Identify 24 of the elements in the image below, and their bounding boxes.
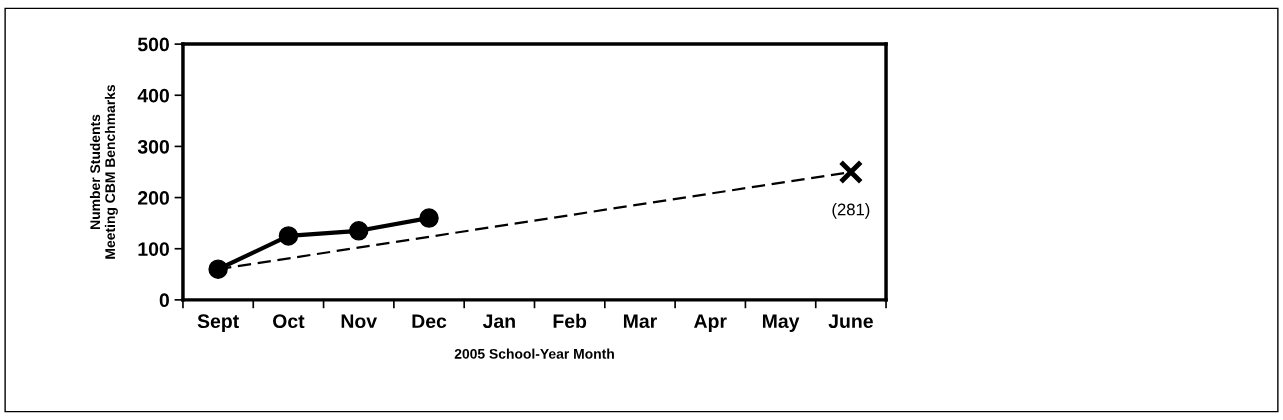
point — [838, 159, 864, 185]
x-tick-label: Mar — [623, 314, 657, 329]
point — [419, 208, 439, 228]
annotation: (281) — [832, 203, 870, 219]
point — [278, 226, 299, 246]
y-axis-title: Number Students Meeting CBM Benchmarks — [89, 84, 118, 259]
x-tick-label: Oct — [273, 314, 305, 329]
x-tick-label: June — [828, 314, 873, 329]
y-tick-label: 400 — [137, 88, 169, 103]
point — [349, 221, 369, 241]
x-tick-label: Feb — [553, 313, 587, 329]
y-tick-label: 100 — [138, 242, 169, 256]
x-tick-label: May — [762, 314, 800, 332]
x-tick-label: Nov — [341, 314, 378, 329]
x-tick-label: Sept — [197, 314, 239, 332]
x-tick-label: Dec — [412, 314, 447, 329]
y-tick-label: 300 — [137, 139, 169, 154]
point — [208, 259, 228, 279]
y-tick-label: 0 — [159, 293, 169, 308]
x-tick-label: Apr — [694, 314, 727, 332]
x-tick-label: Jan — [482, 314, 515, 329]
y-tick-label: 200 — [138, 191, 169, 205]
y-tick-label: 500 — [137, 37, 169, 52]
x-axis-title: 2005 School-Year Month — [454, 348, 614, 359]
